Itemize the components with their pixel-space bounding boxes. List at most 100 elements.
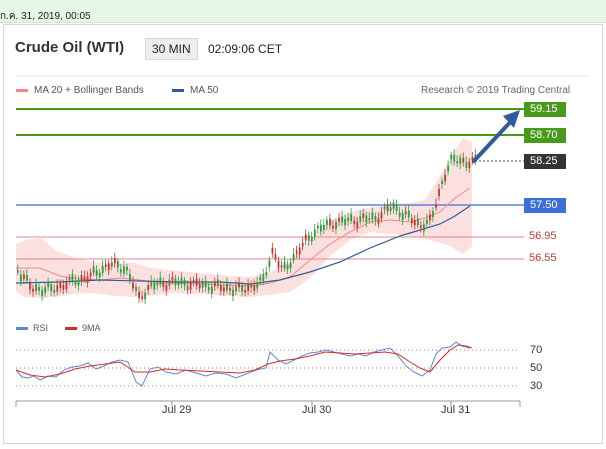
candle-body	[295, 250, 298, 254]
candle-body	[459, 157, 462, 165]
candle-body	[180, 277, 183, 285]
candle-body	[283, 261, 286, 269]
candle-body	[323, 224, 325, 230]
candle-body	[141, 296, 144, 300]
candle-body	[423, 224, 425, 232]
candle-body	[159, 277, 162, 285]
candle-body	[265, 272, 268, 276]
candle-body	[438, 189, 440, 197]
level-label-r2: 59.15	[524, 102, 566, 117]
candle-body	[356, 221, 359, 228]
candle-body	[347, 217, 350, 222]
candle-body	[101, 266, 104, 273]
rsi-swatch	[16, 327, 28, 331]
x-tick-jul30: Jul 30	[302, 404, 332, 416]
candle-body	[56, 285, 59, 292]
rsi-line	[15, 341, 471, 387]
candle-body	[207, 287, 210, 291]
candle-body	[113, 258, 116, 264]
candle-body	[453, 154, 456, 162]
candle-body	[426, 219, 428, 224]
candle-body	[53, 289, 56, 293]
legend-bb: MA 20 + Bollinger Bands	[16, 85, 144, 96]
candle-body	[404, 211, 407, 214]
legend-rsi: RSI	[16, 323, 48, 333]
candle-body	[29, 283, 31, 290]
candle-body	[20, 274, 22, 282]
level-label-s1: 56.95	[529, 230, 557, 242]
candle-body	[144, 292, 147, 300]
candle-body	[198, 283, 201, 289]
topbar-date: ก.ค. 31, 2019, 00:05	[0, 11, 91, 22]
candle-body	[32, 288, 34, 292]
candle-body	[226, 283, 228, 291]
candle-body	[83, 276, 86, 280]
candle-body	[59, 282, 62, 288]
rsi-tick-30: 30	[530, 380, 543, 392]
candle-body	[395, 204, 398, 211]
candle-body	[107, 263, 110, 271]
x-tick-jul31: Jul 31	[441, 404, 471, 416]
candle-body	[262, 274, 265, 282]
candle-body	[229, 288, 231, 291]
candle-body	[456, 161, 459, 164]
candle-body	[377, 218, 380, 224]
x-tick-jul29: Jul 29	[162, 404, 192, 416]
candle-body	[341, 216, 344, 223]
candle-body	[371, 212, 374, 220]
candle-body	[138, 291, 140, 299]
candle-body	[38, 287, 41, 291]
candle-body	[80, 275, 83, 282]
candle-body	[47, 282, 50, 288]
forecast-arrow	[472, 110, 520, 163]
rsi-tick-50: 50	[530, 362, 543, 374]
candle-body	[156, 282, 159, 286]
candle-body	[447, 165, 450, 172]
candle-body	[362, 213, 365, 219]
candle-body	[192, 279, 195, 282]
candle-body	[186, 285, 189, 291]
candle-body	[201, 282, 204, 288]
timeframe-badge[interactable]: 30 MIN	[145, 38, 198, 60]
candle-body	[335, 222, 337, 230]
candle-body	[338, 217, 340, 222]
candle-body	[250, 283, 253, 288]
candle-body	[353, 220, 356, 224]
candle-body	[320, 224, 322, 232]
candle-body	[465, 162, 468, 168]
candle-body	[380, 212, 383, 219]
candle-body	[398, 212, 401, 217]
candle-body	[298, 247, 301, 255]
candle-body	[210, 286, 213, 294]
candle-body	[150, 281, 153, 287]
candle-body	[126, 266, 128, 271]
chart-card	[3, 24, 603, 444]
candle-body	[189, 282, 192, 290]
legend-rsi-ma-label: 9MA	[82, 323, 101, 333]
candle-body	[129, 274, 131, 281]
candle-body	[235, 286, 237, 292]
candle-body	[232, 289, 234, 297]
research-credit: Research © 2019 Trading Central	[421, 85, 571, 96]
candle-body	[62, 284, 65, 290]
candle-body	[383, 206, 386, 210]
candle-body	[50, 284, 53, 292]
ma50-swatch	[172, 88, 184, 92]
candle-body	[462, 157, 465, 163]
candle-body	[277, 261, 280, 268]
candle-body	[304, 234, 307, 241]
candle-body	[135, 286, 137, 291]
candle-body	[280, 265, 283, 268]
legend-ma50: MA 50	[172, 85, 218, 96]
candle-body	[223, 287, 225, 292]
candle-body	[450, 154, 453, 160]
candle-body	[241, 285, 244, 292]
level-label-pivot: 57.50	[524, 198, 566, 213]
page-title: Crude Oil (WTI)	[15, 39, 125, 56]
ma50-line	[15, 205, 471, 285]
candle-body	[98, 272, 101, 278]
candle-body	[17, 270, 19, 273]
candle-body	[410, 218, 413, 224]
legend-bb-label: MA 20 + Bollinger Bands	[34, 85, 144, 96]
